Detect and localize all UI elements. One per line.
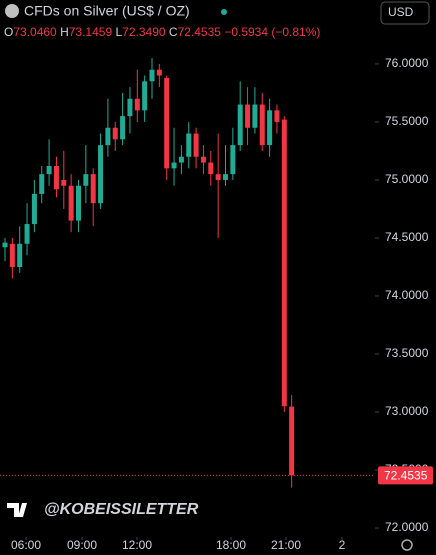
- candle-body: [112, 127, 118, 140]
- candle-body: [98, 145, 104, 204]
- candle-body: [31, 193, 37, 225]
- last-price-box: [378, 466, 433, 485]
- l-label: L: [115, 25, 122, 39]
- candle-body: [149, 69, 155, 82]
- candle-body: [156, 69, 162, 76]
- chart-title: CFDs on Silver (US$ / OZ): [24, 3, 190, 19]
- y-tick-label: 72.0000: [385, 520, 429, 534]
- candle-body: [61, 179, 67, 186]
- settings-icon[interactable]: [401, 539, 413, 551]
- x-tick-label: 21:00: [271, 538, 301, 552]
- candle-body: [208, 162, 214, 175]
- candle-body: [200, 156, 206, 163]
- candle-body: [75, 185, 81, 221]
- x-tick-label: 18:00: [216, 538, 246, 552]
- candle-body: [105, 127, 111, 146]
- candle-body: [9, 243, 15, 267]
- y-tick-label: 74.5000: [385, 230, 429, 244]
- candle-body: [193, 133, 199, 157]
- candle-body: [252, 104, 258, 128]
- candle-body: [2, 242, 8, 248]
- watermark: @KOBEISSILETTER: [44, 501, 199, 518]
- candle-body: [134, 98, 140, 111]
- candle-body: [274, 110, 280, 122]
- candle-body: [267, 110, 273, 146]
- x-tick-label: 06:00: [11, 538, 41, 552]
- change: −0.5934 (−0.81%): [224, 25, 320, 39]
- candle-body: [186, 133, 192, 157]
- status-dot: [221, 9, 227, 15]
- o-value: 73.0460: [13, 25, 57, 39]
- candle-body: [164, 77, 170, 169]
- candle-body: [142, 81, 148, 111]
- candle-body: [68, 185, 74, 221]
- candle-body: [230, 145, 236, 175]
- candle-body: [83, 174, 89, 186]
- logo: [7, 503, 27, 517]
- candle-body: [39, 174, 45, 194]
- candle-body: [24, 224, 30, 244]
- logo-mark: [7, 503, 27, 517]
- h-value: 73.1459: [69, 25, 113, 39]
- o-label: O: [4, 25, 13, 39]
- y-tick-label: 74.0000: [385, 288, 429, 302]
- candle-body: [120, 116, 126, 140]
- candle-body: [222, 174, 228, 180]
- symbol-icon: [5, 4, 19, 18]
- x-tick-label: 12:00: [122, 538, 152, 552]
- candle-body: [90, 174, 96, 204]
- y-tick-label: 75.0000: [385, 172, 429, 186]
- y-tick-label: 76.0000: [385, 56, 429, 70]
- l-value: 72.3490: [122, 25, 166, 39]
- candle-body: [53, 166, 59, 190]
- y-tick-label: 73.5000: [385, 346, 429, 360]
- candle-body: [178, 156, 184, 163]
- candle-body: [245, 104, 251, 128]
- candle-body: [171, 162, 177, 169]
- last-price-label: 72.4535: [384, 469, 428, 483]
- candle-body: [127, 98, 133, 117]
- candle-body: [215, 174, 221, 180]
- candle-body: [237, 104, 243, 146]
- candle-body: [259, 104, 265, 146]
- candle-body: [289, 406, 295, 476]
- y-tick-label: 73.0000: [385, 404, 429, 418]
- currency[interactable]: USD: [388, 5, 414, 19]
- h-label: H: [60, 25, 69, 39]
- c-value: 72.4535: [178, 25, 222, 39]
- y-tick-label: 75.5000: [385, 114, 429, 128]
- x-tick-label: 09:00: [67, 538, 97, 552]
- currency-button[interactable]: [380, 1, 430, 25]
- candle-body: [46, 166, 52, 175]
- candle-body: [17, 243, 23, 267]
- ohlc-legend: O73.0460 H73.1459 L72.3490 C72.4535 −0.5…: [4, 25, 320, 39]
- candle-body: [281, 119, 287, 407]
- x-tick-label: 2: [339, 538, 346, 552]
- c-label: C: [169, 25, 178, 39]
